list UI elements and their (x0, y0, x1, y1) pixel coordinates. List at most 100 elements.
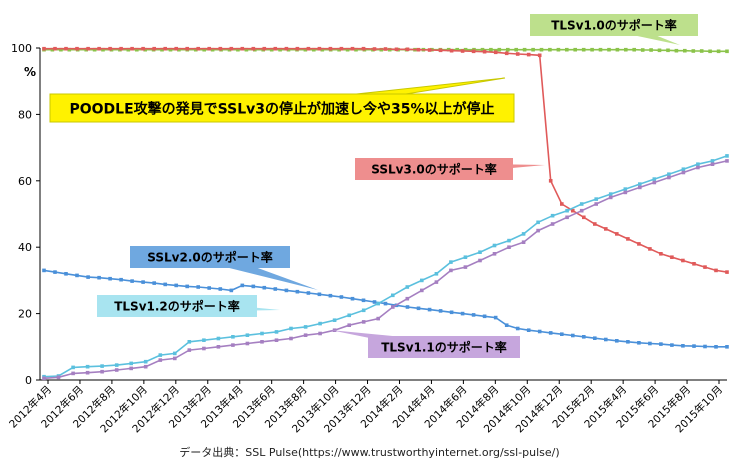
data-point (320, 47, 325, 52)
data-point (493, 315, 498, 320)
data-point (521, 232, 526, 236)
data-point (286, 47, 291, 52)
data-point (637, 242, 641, 246)
data-point (339, 46, 344, 51)
data-point (251, 284, 256, 289)
data-point (361, 298, 366, 303)
data-point (295, 289, 300, 294)
data-point (667, 175, 671, 180)
data-point (306, 291, 311, 295)
data-point (537, 329, 542, 334)
data-point (260, 340, 264, 344)
data-point (696, 162, 700, 166)
data-point (130, 279, 134, 283)
data-point (531, 47, 535, 52)
data-point (725, 49, 729, 54)
data-point (163, 46, 167, 51)
data-point (372, 300, 377, 304)
data-point (427, 307, 432, 312)
data-point (350, 46, 355, 51)
data-point (438, 48, 443, 53)
data-point (274, 330, 279, 334)
data-point (579, 202, 584, 206)
data-point (92, 47, 97, 52)
data-point (615, 232, 619, 236)
data-point (332, 318, 337, 322)
data-point (638, 182, 642, 186)
data-point (135, 47, 139, 52)
data-point (196, 285, 200, 289)
data-point (231, 343, 235, 347)
data-point (565, 215, 569, 220)
data-point (492, 243, 497, 248)
data-point (350, 296, 355, 301)
callout-box (130, 246, 290, 268)
data-point (119, 46, 123, 51)
data-point (174, 46, 178, 51)
data-point (714, 268, 718, 273)
data-point (548, 179, 553, 183)
data-point (143, 364, 148, 369)
data-point (240, 46, 245, 51)
data-point (218, 287, 223, 291)
data-point (725, 154, 729, 158)
data-point (152, 46, 156, 51)
data-point (100, 369, 104, 374)
data-point (185, 284, 189, 289)
data-point (560, 202, 564, 206)
data-point (648, 341, 652, 346)
data-point (670, 343, 674, 347)
data-point (504, 323, 509, 327)
data-point (101, 47, 105, 52)
data-point (278, 47, 282, 52)
data-point (571, 333, 575, 338)
data-point (284, 46, 289, 51)
data-point (405, 285, 410, 289)
data-point (604, 227, 608, 231)
data-point (714, 345, 718, 349)
data-point (173, 351, 177, 356)
data-point (681, 344, 685, 348)
data-point (216, 345, 221, 349)
data-point (303, 333, 308, 337)
data-point (492, 252, 497, 256)
data-point (337, 47, 341, 52)
data-point (666, 48, 670, 53)
data-point (652, 177, 657, 181)
data-point (229, 46, 234, 51)
data-point (202, 47, 206, 52)
data-point (251, 46, 256, 51)
data-point (699, 49, 704, 53)
data-point (593, 222, 597, 226)
data-point (187, 348, 192, 352)
data-point (84, 47, 88, 52)
data-point (607, 47, 611, 52)
callout-label: POODLE攻撃の発見でSSLv3の停止が加速し今や35%以上が停止 (69, 100, 494, 117)
data-point (274, 338, 279, 342)
callout-label: SSLv2.0のサポート率 (147, 250, 272, 265)
data-point (640, 48, 645, 52)
data-point (86, 46, 90, 51)
data-point (659, 342, 663, 346)
data-point (332, 328, 337, 332)
data-point (119, 277, 123, 282)
data-point (129, 366, 133, 371)
data-point (361, 320, 366, 324)
data-point (649, 48, 653, 52)
data-point (158, 353, 163, 357)
data-point (725, 159, 729, 163)
data-point (667, 172, 671, 176)
data-point (64, 272, 68, 276)
y-tick-label: 80 (18, 108, 32, 121)
data-point (303, 47, 308, 52)
data-point (582, 335, 586, 339)
series-line (43, 155, 728, 378)
data-point (493, 50, 498, 55)
data-point (174, 283, 178, 288)
data-point (703, 344, 707, 349)
data-point (273, 287, 278, 291)
data-point (463, 255, 468, 259)
data-point (129, 361, 133, 366)
data-point (626, 340, 630, 344)
data-point (463, 265, 468, 269)
